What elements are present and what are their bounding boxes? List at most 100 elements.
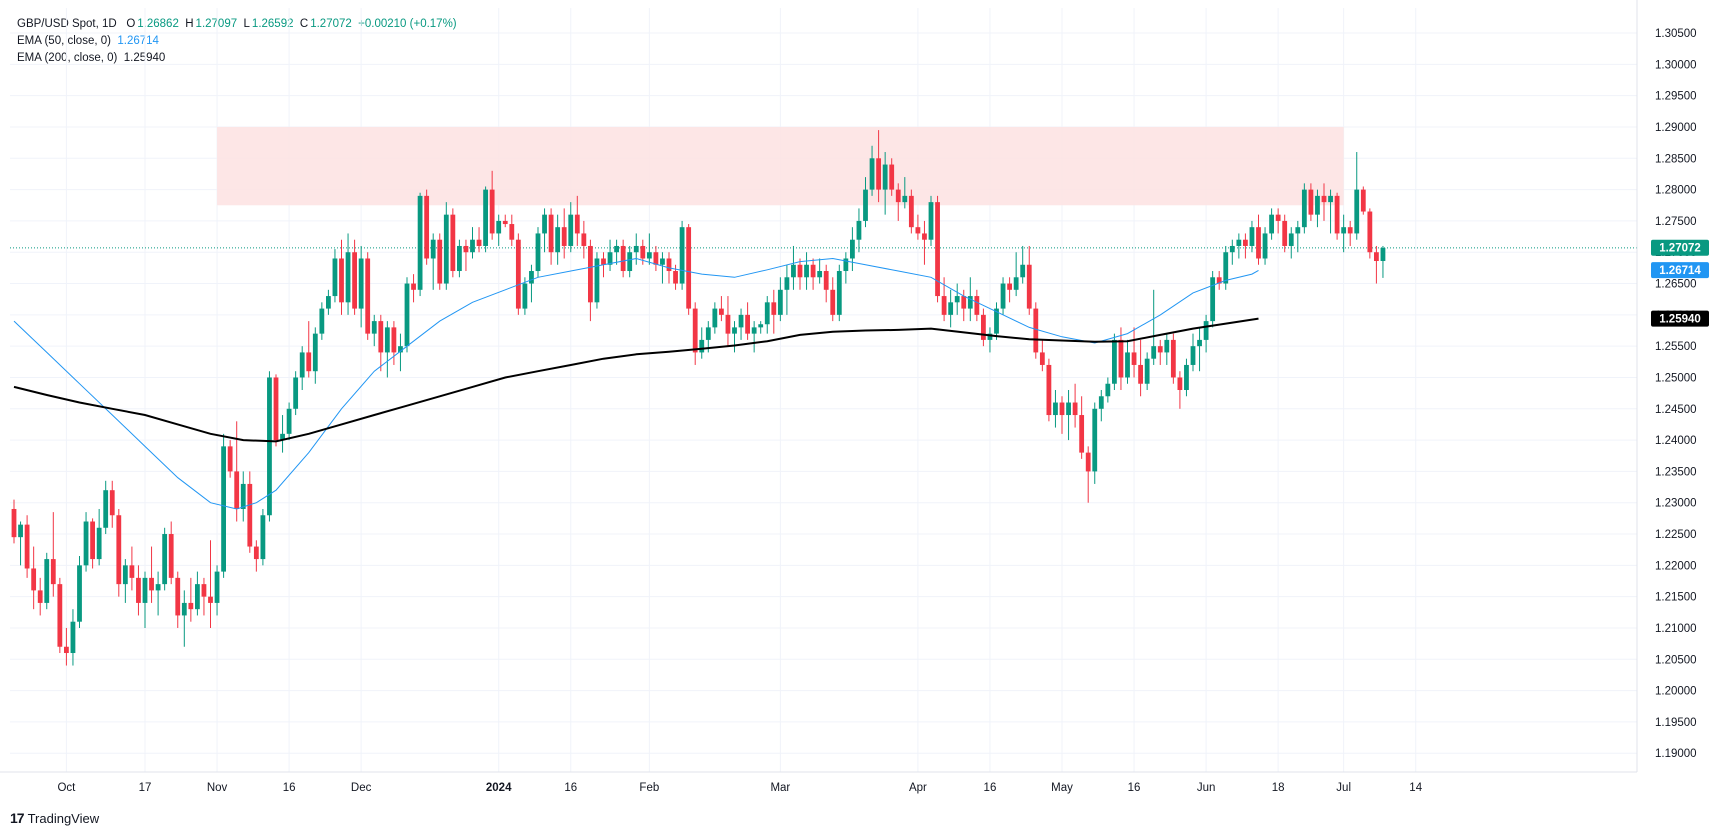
chart-axes: 1.19000 1.19500 1.20000 1.20500 1.21000 1.215… [0,0,1697,794]
candle-body [908,195,914,228]
candle [810,258,816,290]
candle [764,296,770,334]
candle-body [253,546,259,560]
candle [201,577,207,616]
candle [607,239,613,272]
candle [1210,271,1216,328]
candle-body [1223,252,1229,284]
candle [981,308,986,347]
candle [1328,189,1333,234]
candle [483,186,488,253]
candle-body [214,571,220,603]
candle [771,289,777,334]
candle [502,214,508,228]
candle-body [1007,283,1012,290]
candle-body [391,327,397,353]
candle-body [234,471,240,509]
price-tick-label: 1.20500 [1655,654,1697,666]
candle [1151,289,1157,365]
candle-body [1072,402,1078,416]
candle [332,249,338,303]
candle-body [948,302,954,315]
candle [1288,227,1294,259]
candle-body [660,258,665,265]
candle-body [738,314,744,328]
candle-body [240,483,246,509]
candle-body [509,224,515,240]
candle [876,130,881,203]
candle-body [470,239,475,253]
candle [627,245,633,278]
candle [1243,233,1248,259]
candle-body [889,164,895,190]
candle [149,546,154,603]
candle-body [784,277,790,290]
candle-body [332,258,338,297]
candle-body [1144,358,1150,384]
candle-body [77,565,82,622]
candle-body [522,283,528,309]
candle [417,192,423,297]
candle-body [1229,245,1235,253]
candle-body [928,202,934,240]
candle [1341,214,1347,253]
candle [712,302,718,334]
candle-body [719,308,724,315]
candle-body [70,621,76,654]
candle-body [96,527,102,560]
candle-body [149,577,154,591]
candle [1118,327,1124,390]
candle [804,252,809,290]
candle [195,571,200,616]
candle [1308,183,1314,221]
candle [142,571,148,628]
candle [116,508,122,597]
price-tick-label: 1.27500 [1655,216,1697,228]
candle [1275,208,1281,234]
candle-body [850,239,855,259]
candle [470,227,475,259]
candle-body [293,377,299,409]
price-tick-label: 1.25500 [1655,341,1697,353]
candle-body [1301,189,1307,228]
candle [1157,339,1163,365]
candle [1138,339,1143,397]
legend-open-label: O [126,18,136,30]
candle-body [1216,277,1222,284]
candle-body [476,239,482,246]
candle-body [791,264,796,278]
candle-body [489,189,495,234]
candle [1334,192,1340,240]
candle [1026,245,1032,315]
candle-body [483,189,488,246]
candle-body [280,433,285,441]
candle-body [299,352,305,378]
candle-body [18,524,23,538]
price-tick-label: 1.19000 [1655,748,1697,760]
candle-body [732,327,737,334]
candle [633,233,639,265]
legend-low-label: L [243,18,250,30]
candle-body [273,377,279,441]
candle [732,321,737,353]
candle-body [994,308,999,334]
candle [954,283,960,315]
price-tick-label: 1.23500 [1655,466,1697,478]
candle-body [1053,402,1058,416]
candle [1085,446,1091,503]
legend-ema50-row[interactable]: EMA (50, close, 0) 1.26714 [17,33,457,50]
candle-body [666,258,672,272]
candle-body [548,214,554,253]
candle [1216,271,1222,290]
tradingview-brand[interactable]: 17 TradingView [10,810,99,826]
candle-body [699,339,705,353]
candle-body [1275,214,1281,221]
candle-body [44,559,50,603]
candle [424,189,430,265]
price-tick-label: 1.19500 [1655,717,1697,729]
candle [1197,327,1202,372]
candle [496,214,502,246]
price-tick-label: 1.22500 [1655,529,1697,541]
candle [240,471,246,522]
